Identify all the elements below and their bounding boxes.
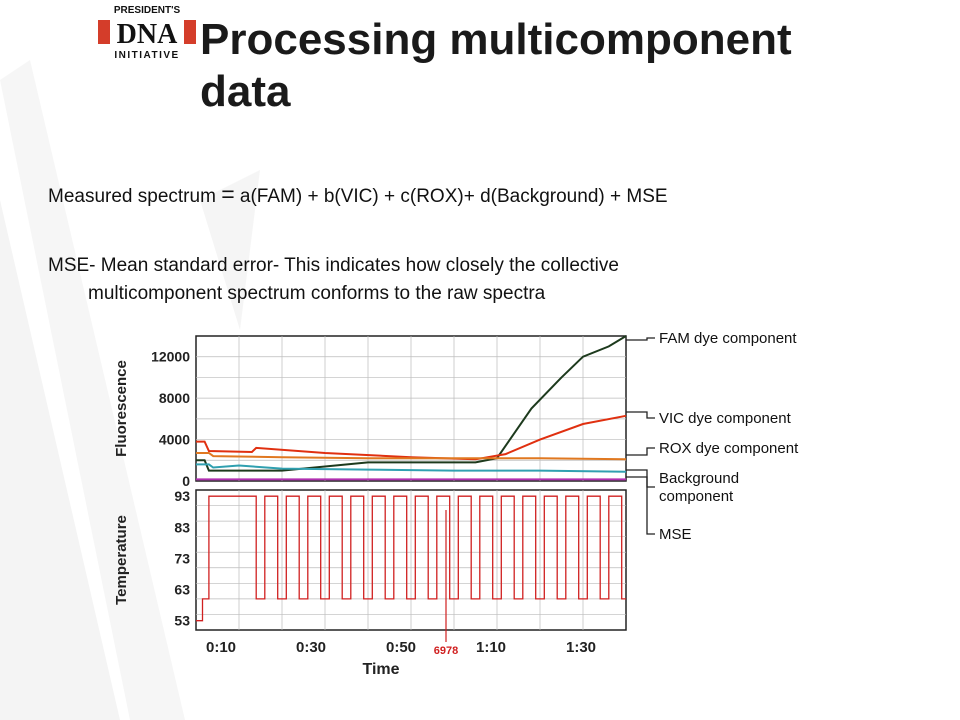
logo-line3: INITIATIVE [114,50,179,61]
legend-label-background: Background [659,470,739,487]
temp-ytick-label: 63 [174,582,190,598]
temp-ytick-label: 53 [174,613,190,629]
temp-xtick-label: 0:10 [206,639,236,656]
mse-description-line1: MSE- Mean standard error- This indicates… [48,255,619,276]
temperature-panel: 93 83 73 63 53 Temperature 0:10 0:30 0:50 1:10 1:3… [113,488,627,678]
fluor-series-2 [196,452,627,461]
temp-xtick-label: 0:50 [386,639,416,656]
fluor-ytick-label: 0 [182,473,190,489]
mse-description-line2: multicomponent spectrum conforms to the … [88,283,546,304]
fluor-series-0 [196,335,627,472]
logo-line1: PRESIDENT'S [114,5,181,16]
multicomponent-chart: 12000 8000 4000 0 Fluorescence 93 83 73 63 53 Tem… [113,330,799,678]
fluorescence-panel: 12000 8000 4000 0 Fluorescence [113,335,627,489]
temp-series-0 [196,495,626,622]
legend-label-1: VIC dye component [659,410,792,427]
cursor-marker-label: 6978 [434,645,458,657]
equation-lhs: Measured spectrum [48,186,222,207]
temp-xtick-label: 1:30 [566,639,596,656]
title-line-2: data [200,67,291,116]
legend-label-4: MSE [659,526,692,543]
chart-legend: FAM dye component VIC dye component ROX dy… [626,330,799,543]
temp-ytick-label: 73 [174,550,190,566]
temp-ytick-label: 83 [174,519,190,535]
temp-xlabel: Time [362,661,399,678]
title-line-1: Processing multicomponent [200,15,792,64]
equation-rhs: a(FAM) + b(VIC) + c(ROX)+ d(Background) … [234,186,668,207]
legend-connector-4 [626,476,655,535]
fluor-ylabel: Fluorescence [113,360,130,457]
legend-connector-2 [626,447,655,456]
presidents-dna-initiative-logo: PRESIDENT'S DNA INITIATIVE [98,5,196,61]
temp-xtick-label: 1:10 [476,639,506,656]
fluor-ytick-label: 12000 [151,349,190,365]
legend-connector-0 [626,337,655,341]
fluor-series-1 [196,414,627,461]
equation-text: Measured spectrum = a(FAM) + b(VIC) + c(… [48,182,928,209]
slide-title: Processing multicomponent data [200,14,900,118]
legend-label-0: FAM dye component [659,330,797,347]
temp-ytick-label: 93 [174,488,190,504]
legend-connector-1 [626,411,655,419]
temp-ylabel: Temperature [113,515,130,605]
legend-label-2: ROX dye component [659,440,799,457]
fluor-ytick-label: 4000 [159,432,190,448]
legend-connector-3 [626,469,655,488]
fluor-series-3 [196,463,627,473]
logo-line2: DNA [117,19,178,50]
equation-equals: = [221,181,235,207]
fluor-ytick-label: 8000 [159,390,190,406]
temp-xtick-label: 0:30 [296,639,326,656]
legend-label-background-2: component [659,488,734,505]
